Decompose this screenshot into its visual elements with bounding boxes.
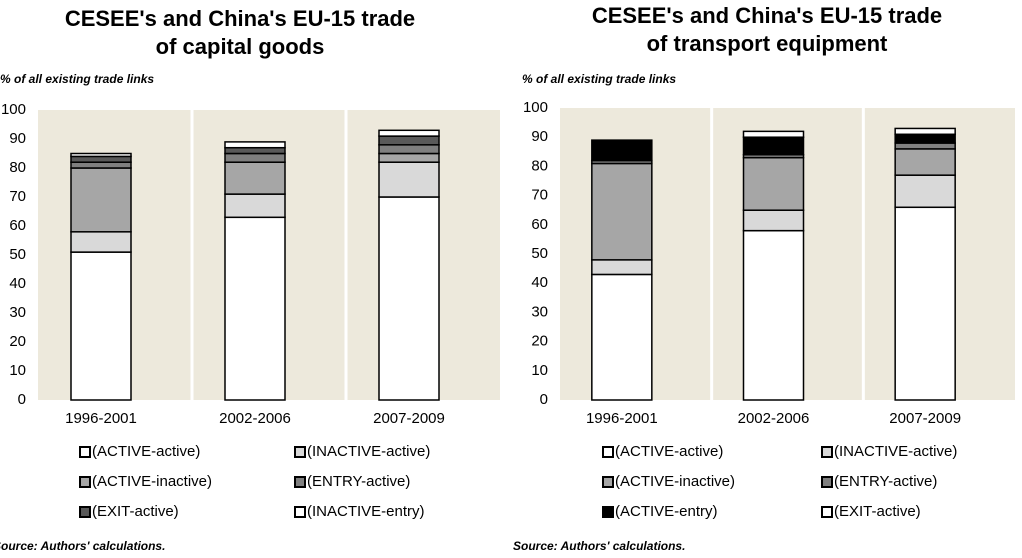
y-tick-label: 70 [9,188,26,205]
legend-label: (ACTIVE-inactive) [615,473,735,490]
bar-segment [742,209,805,232]
y-axis-label: % of all existing trade links [0,72,154,86]
legend-label: (ACTIVE-inactive) [92,473,212,490]
y-tick-label: 100 [523,99,548,116]
legend-swatch [79,476,91,488]
bar-segment [70,251,132,401]
x-tick-label: 1996-2001 [65,410,137,427]
chart-title: of capital goods [156,34,325,59]
bar-segment [742,130,805,138]
bar-segment [224,141,286,149]
bar-segment [742,136,805,156]
y-tick-label: 100 [1,101,26,118]
x-tick-label: 1996-2001 [586,410,658,427]
bar-segment [70,167,132,233]
bar-segment [378,161,440,198]
legend-swatch [294,476,306,488]
legend-swatch [79,506,91,518]
y-tick-label: 80 [9,159,26,176]
legend-swatch [79,446,91,458]
legend-label: (INACTIVE-active) [834,443,957,460]
y-tick-label: 10 [9,362,26,379]
bar-segment [894,206,956,401]
bar-segment [591,162,653,261]
x-tick-label: 2007-2009 [373,410,445,427]
y-tick-label: 20 [531,333,548,350]
bar-segment [70,155,132,163]
legend-swatch [602,446,614,458]
y-tick-label: 90 [9,130,26,147]
bar-segment [591,273,653,401]
legend-label: (ENTRY-active) [834,473,937,490]
bar-segment [742,229,805,401]
legend-swatch [294,446,306,458]
legend-label: (INACTIVE-entry) [307,503,425,520]
bar-segment [894,133,956,144]
bar-segment [894,174,956,209]
legend-swatch [821,476,833,488]
y-tick-label: 30 [9,304,26,321]
bar-segment [378,144,440,155]
legend-label: (EXIT-active) [92,503,179,520]
bar-segment [591,139,653,162]
y-tick-label: 70 [531,187,548,204]
x-tick-label: 2002-2006 [219,410,291,427]
y-tick-label: 50 [9,246,26,263]
y-tick-label: 30 [531,303,548,320]
y-tick-label: 40 [9,275,26,292]
y-tick-label: 0 [540,391,548,408]
y-tick-label: 60 [9,217,26,234]
legend-label: (ACTIVE-entry) [615,503,718,520]
y-tick-label: 20 [9,333,26,350]
legend-label: (ACTIVE-active) [92,443,200,460]
y-tick-label: 40 [531,274,548,291]
source-note: Source: Authors' calculations. [513,539,685,553]
legend-swatch [602,506,614,518]
bar-segment [70,231,132,253]
legend-label: (ACTIVE-active) [615,443,723,460]
bar-segment [70,161,132,169]
legend-label: (EXIT-active) [834,503,921,520]
y-tick-label: 90 [531,128,548,145]
legend-swatch [294,506,306,518]
bar-segment [591,259,653,276]
y-tick-label: 10 [531,362,548,379]
bar-segment [378,152,440,163]
bar-segment [224,193,286,219]
bar-segment [378,196,440,401]
chart-title: CESEE's and China's EU-15 trade [592,3,942,28]
bar-segment [70,152,132,158]
x-tick-label: 2007-2009 [889,410,961,427]
legend-swatch [821,446,833,458]
legend-swatch [602,476,614,488]
x-tick-label: 2002-2006 [738,410,810,427]
legend-swatch [821,506,833,518]
source-note: Source: Authors' calculations. [0,539,165,553]
legend-label: (INACTIVE-active) [307,443,430,460]
legend-label: (ENTRY-active) [307,473,410,490]
y-tick-label: 60 [531,216,548,233]
chart-title: of transport equipment [647,31,888,56]
chart-title: CESEE's and China's EU-15 trade [65,6,415,31]
chart: CESEE's and China's EU-15 trade of transp… [513,3,1015,553]
y-tick-label: 0 [18,391,26,408]
bar-segment [894,148,956,176]
y-axis-label: % of all existing trade links [522,72,676,86]
bar-segment [224,146,286,155]
bar-segment [894,127,956,136]
bar-segment [378,135,440,146]
chart: CESEE's and China's EU-15 trade of capita… [0,6,500,553]
bar-segment [224,216,286,401]
bar-segment [742,156,805,211]
bar-segment [224,152,286,163]
y-tick-label: 80 [531,157,548,174]
y-tick-label: 50 [531,245,548,262]
bar-segment [224,161,286,195]
bar-segment [378,129,440,137]
bar-segment [894,142,956,150]
